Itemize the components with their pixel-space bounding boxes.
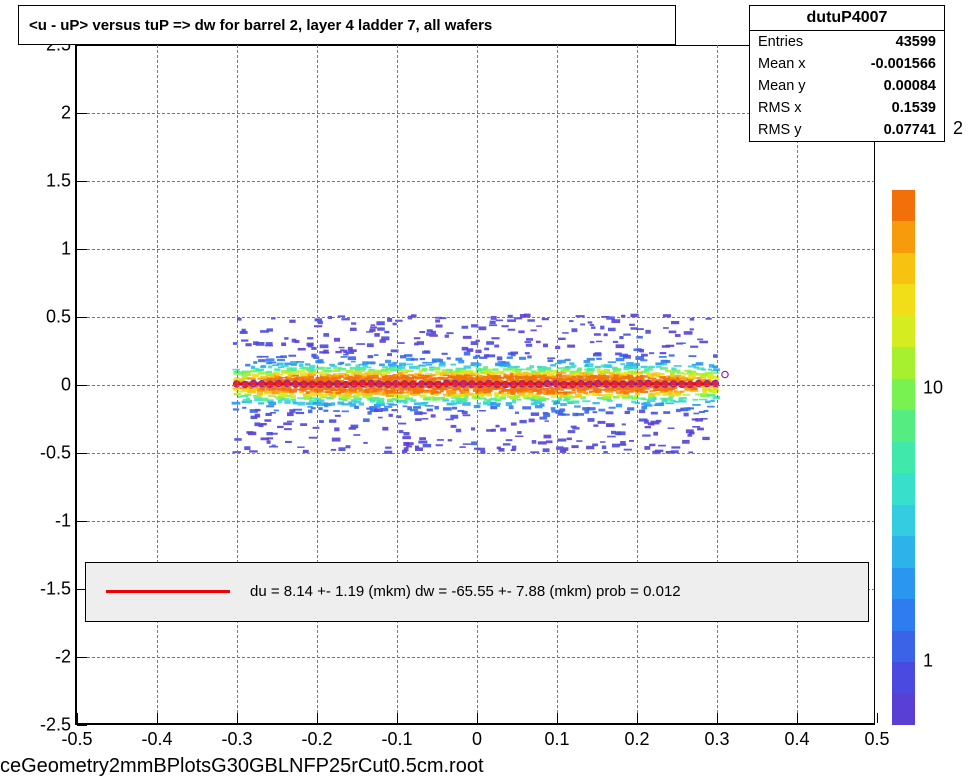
source-file-label: ceGeometry2mmBPlotsG30GBLNFP25rCut0.5cm.… [0, 755, 484, 778]
grid-line-horizontal [77, 317, 875, 318]
colorbar-tick-label: 1 [923, 650, 933, 671]
grid-line-horizontal [77, 385, 875, 386]
x-axis-tick-label: -0.1 [381, 729, 412, 750]
stats-row: RMS y 0.07741 [750, 119, 944, 141]
colorbar-segment [892, 536, 915, 567]
grid-line-horizontal [77, 657, 875, 658]
x-axis-tick-label: -0.3 [221, 729, 252, 750]
fit-legend: du = 8.14 +- 1.19 (mkm) dw = -65.55 +- 7… [85, 562, 869, 622]
colorbar-segment [892, 631, 915, 662]
y-axis-tick [77, 725, 87, 726]
x-axis-tick-label: -0.2 [301, 729, 332, 750]
stats-rows: Entries 43599 Mean x -0.001566 Mean y 0.00084… [750, 31, 944, 141]
chart-container: <u - uP> versus tuP => dw for barrel 2, … [0, 0, 973, 780]
x-axis-tick-label: -0.4 [141, 729, 172, 750]
colorbar: 110 [892, 190, 915, 725]
grid-line-horizontal [77, 521, 875, 522]
y-axis-tick [77, 113, 87, 114]
y-axis-tick-label: 2 [61, 103, 71, 124]
stats-box: dutuP4007 Entries43599Mean x-0.001566Mea… [749, 5, 945, 142]
y-axis-tick-label: 0.5 [46, 307, 71, 328]
x-axis-tick-label: 0.4 [784, 729, 809, 750]
colorbar-segment [892, 599, 915, 630]
y-axis-tick [77, 385, 87, 386]
x-axis-tick-label: 0 [472, 729, 482, 750]
x-axis-tick [77, 713, 78, 723]
stats-row: Mean y 0.00084 [750, 75, 944, 97]
legend-line-sample [106, 590, 230, 593]
x-axis-tick [717, 713, 718, 723]
y-axis-tick [77, 181, 87, 182]
colorbar-segment [892, 190, 915, 221]
x-axis-tick-label: 0.2 [624, 729, 649, 750]
stats-row: RMS x 0.1539 [750, 97, 944, 119]
stats-label: Entries [758, 34, 803, 50]
x-axis-tick-label: -0.5 [61, 729, 92, 750]
y-axis-tick [77, 521, 87, 522]
colorbar-segment [892, 473, 915, 504]
stats-label: Mean y [758, 78, 806, 94]
stats-value: -0.001566 [871, 56, 936, 72]
colorbar-tick-label: 10 [923, 377, 943, 398]
fit-legend-text: du = 8.14 +- 1.19 (mkm) dw = -65.55 +- 7… [250, 583, 681, 600]
y-axis-tick [77, 249, 87, 250]
x-axis-tick [797, 713, 798, 723]
stats-label: RMS y [758, 122, 802, 138]
x-axis-tick [317, 713, 318, 723]
y-axis-tick-label: 0 [61, 375, 71, 396]
x-axis-tick [237, 713, 238, 723]
grid-line-horizontal [77, 453, 875, 454]
x-axis-tick-label: 0.3 [704, 729, 729, 750]
colorbar-segment [892, 410, 915, 441]
colorbar-segment [892, 284, 915, 315]
colorbar-segment [892, 442, 915, 473]
y-axis-tick-label: 1.5 [46, 171, 71, 192]
colorbar-segment [892, 347, 915, 378]
x-axis-tick [477, 713, 478, 723]
colorbar-segment [892, 568, 915, 599]
grid-line-horizontal [77, 181, 875, 182]
stats-row: Entries 43599 [750, 31, 944, 53]
stats-title: dutuP4007 [750, 6, 944, 31]
y-axis-tick-label: -0.5 [40, 443, 71, 464]
colorbar-segment [892, 662, 915, 693]
colorbar-segment [892, 253, 915, 284]
y-axis-tick-label: 1 [61, 239, 71, 260]
y-axis-tick-label: -1 [55, 511, 71, 532]
plot-title: <u - uP> versus tuP => dw for barrel 2, … [29, 17, 492, 34]
x-axis-tick [637, 713, 638, 723]
y-axis-tick [77, 657, 87, 658]
stats-label: RMS x [758, 100, 802, 116]
stats-value: 43599 [896, 34, 936, 50]
x-axis-tick-label: 0.5 [864, 729, 889, 750]
stats-row: Mean x -0.001566 [750, 53, 944, 75]
stats-label: Mean x [758, 56, 806, 72]
plot-title-box: <u - uP> versus tuP => dw for barrel 2, … [18, 5, 676, 45]
y-axis-tick [77, 453, 87, 454]
y-axis-tick [77, 45, 87, 46]
y-axis-tick-label: -1.5 [40, 579, 71, 600]
colorbar-segment [892, 505, 915, 536]
stats-value: 0.07741 [884, 122, 936, 138]
z-axis-exponent: 2 [953, 118, 963, 139]
x-axis-tick [397, 713, 398, 723]
x-axis-tick-label: 0.1 [544, 729, 569, 750]
x-axis-tick [877, 713, 878, 723]
y-axis-tick [77, 317, 87, 318]
colorbar-segment [892, 379, 915, 410]
colorbar-segment [892, 694, 915, 725]
y-axis-tick-label: -2 [55, 647, 71, 668]
colorbar-segment [892, 221, 915, 252]
stats-value: 0.00084 [884, 78, 936, 94]
colorbar-segment [892, 316, 915, 347]
stats-value: 0.1539 [892, 100, 936, 116]
grid-line-horizontal [77, 249, 875, 250]
x-axis-tick [157, 713, 158, 723]
plot-frame: -2.5-2-1.5-1-0.500.511.522.5-0.5-0.4-0.3… [75, 45, 875, 725]
x-axis-tick [557, 713, 558, 723]
